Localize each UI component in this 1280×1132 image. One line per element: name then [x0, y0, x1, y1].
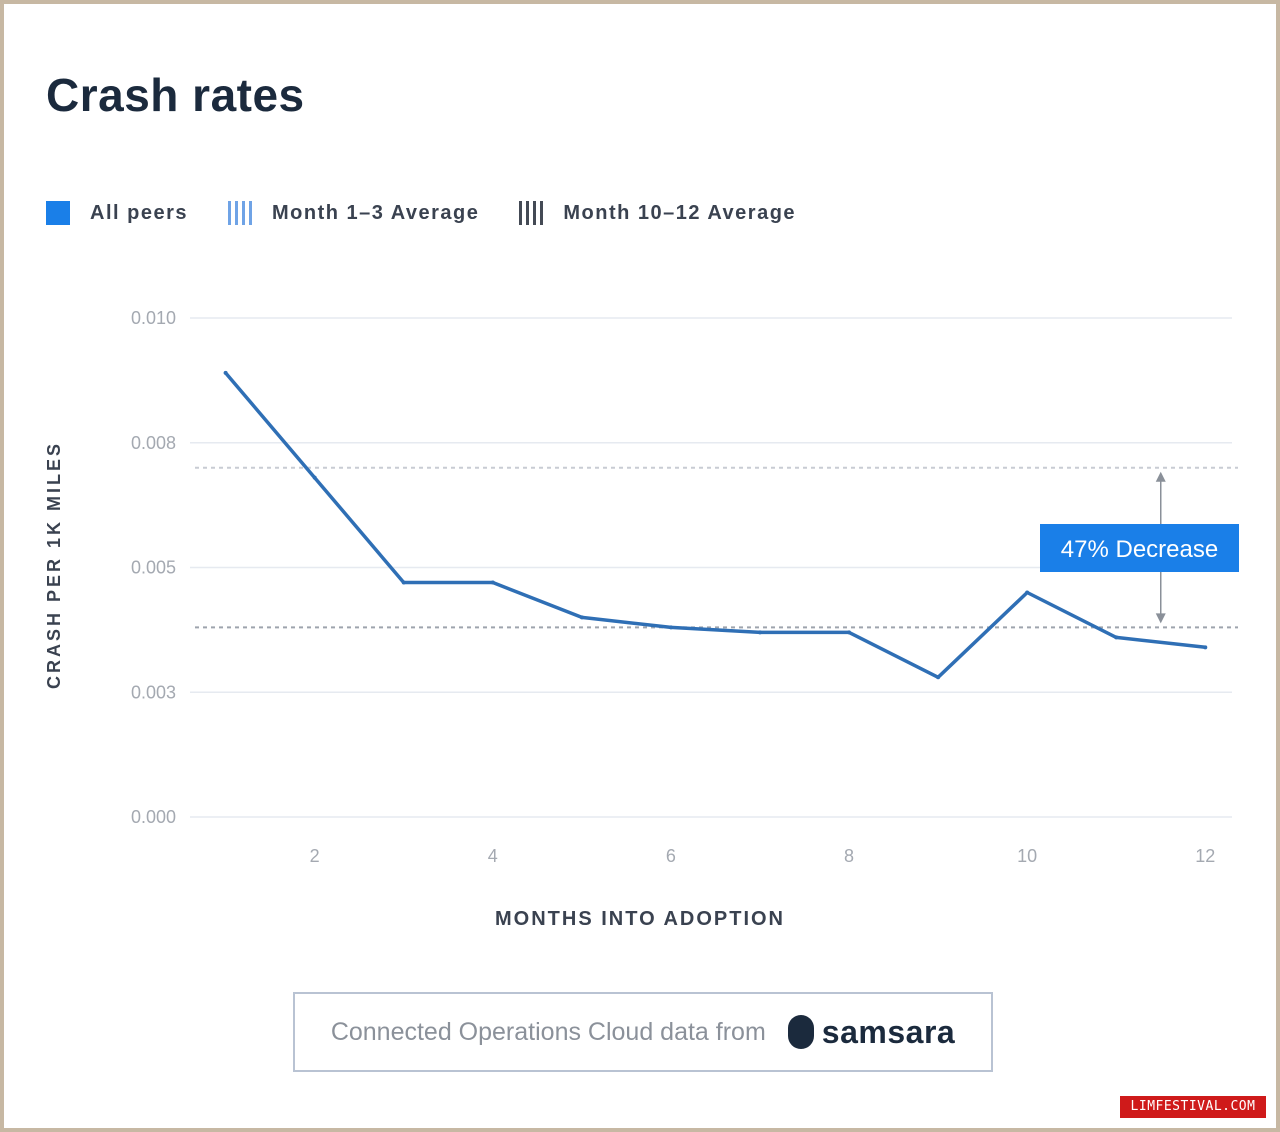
legend-label: Month 1–3 Average — [271, 201, 480, 224]
all-peers-point — [1114, 635, 1119, 640]
all-peers-series-line — [223, 371, 1208, 680]
samsara-logo-icon — [787, 1015, 814, 1049]
legend: All peers Month 1–3 Average Month 10–12 … — [46, 198, 836, 228]
x-tick-label: 12 — [1195, 846, 1215, 866]
legend-label: Month 10–12 Average — [563, 201, 797, 224]
x-tick-label: 10 — [1017, 846, 1037, 866]
all-peers-point — [312, 475, 317, 480]
all-peers-point — [1025, 590, 1030, 595]
all-peers-point — [668, 625, 673, 630]
x-axis-label: MONTHS INTO ADOPTION — [495, 908, 785, 930]
x-tick-label: 8 — [844, 846, 854, 866]
blue-stripes-icon — [227, 201, 252, 225]
decrease-badge — [1040, 524, 1239, 572]
y-tick-label: 0.010 — [131, 308, 176, 328]
footer-text: Connected Operations Cloud data from — [330, 1017, 766, 1046]
solid-square-icon — [46, 201, 70, 225]
arrow-up-icon — [1155, 471, 1166, 482]
chart-title: Crash rates — [46, 69, 305, 121]
y-axis-label: CRASH PER 1K MILES — [44, 441, 64, 689]
x-tick-label: 2 — [310, 846, 320, 866]
legend-item-month-1-3-average[interactable]: Month 1–3 Average — [227, 201, 480, 225]
samsara-logo-text: samsara — [821, 1013, 956, 1050]
y-tick-label: 0.008 — [131, 433, 176, 453]
legend-label: All peers — [90, 201, 188, 224]
legend-item-all-peers[interactable]: All peers — [46, 201, 188, 225]
x-tick-label: 4 — [488, 846, 498, 866]
y-tick-label: 0.005 — [131, 558, 176, 578]
all-peers-point — [936, 675, 941, 680]
legend-item-month-10-12-average[interactable]: Month 10–12 Average — [519, 201, 796, 225]
y-tick-label: 0.003 — [131, 682, 176, 702]
y-tick-label: 0.000 — [131, 807, 176, 827]
decrease-badge-label: 47% Decrease — [1061, 536, 1218, 563]
all-peers-point — [490, 580, 495, 585]
data-source-footer: Connected Operations Cloud data from sam… — [293, 992, 993, 1072]
samsara-logo: samsara — [787, 1013, 956, 1051]
all-peers-point — [847, 630, 852, 635]
watermark: LIMFESTIVAL.COM — [1120, 1096, 1266, 1118]
all-peers-point — [1203, 645, 1208, 650]
gray-stripes-icon — [519, 201, 544, 225]
all-peers-point — [223, 370, 228, 375]
x-tick-label: 6 — [666, 846, 676, 866]
all-peers-point — [757, 630, 762, 635]
arrow-down-icon — [1155, 613, 1166, 624]
all-peers-point — [579, 615, 584, 620]
all-peers-point — [401, 580, 406, 585]
